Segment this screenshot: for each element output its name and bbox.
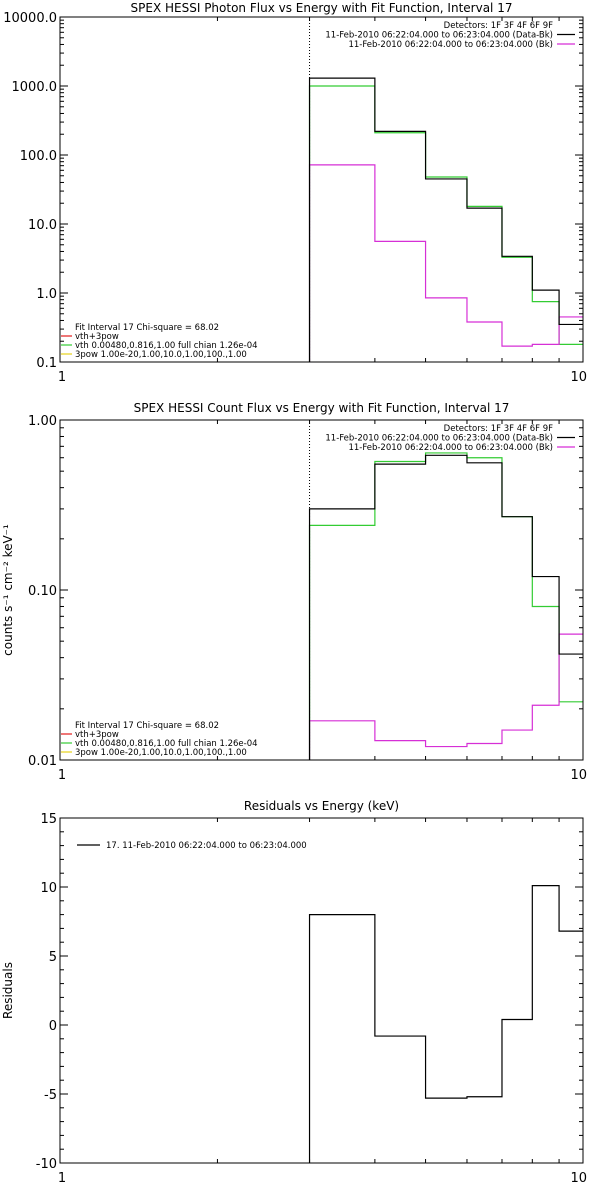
fit-line: vth 0.00480,0.816,1.00 full chian 1.26e-… <box>75 739 258 749</box>
axis-ticks <box>59 16 584 363</box>
y-axis-label: Residuals <box>1 962 15 1019</box>
header-line: Detectors: 1F 3F 4F 6F 9F <box>444 424 553 434</box>
x-tick-label: 10 <box>570 1171 587 1186</box>
axis-ticks <box>59 817 584 1164</box>
fit-line: vth 0.00480,0.816,1.00 full chian 1.26e-… <box>75 341 258 351</box>
x-tick-label: 1 <box>58 1171 66 1186</box>
header-line: 11-Feb-2010 06:22:04.000 to 06:23:04.000… <box>325 434 553 444</box>
fit-line: Fit Interval 17 Chi-square = 68.02 <box>75 721 219 731</box>
series-line <box>308 633 583 760</box>
plot-area <box>308 885 583 1163</box>
fit-line: 3pow 1.00e-20,1.00,10.0,1.00,100.,1.00 <box>75 748 247 758</box>
y-tick-label: 10.0 <box>28 218 57 233</box>
y-tick-label: 5 <box>49 950 57 965</box>
y-tick-label: 10 <box>40 881 57 896</box>
legend-label: 17. 11-Feb-2010 06:22:04.000 to 06:23:04… <box>106 841 307 851</box>
y-tick-label: 0.10 <box>28 584 57 599</box>
panel-1: SPEX HESSI Photon Flux vs Energy with Fi… <box>3 1 587 385</box>
series-line <box>308 454 583 760</box>
series-line <box>308 164 583 362</box>
y-tick-label: 0.01 <box>28 754 57 769</box>
y-tick-label: 100.0 <box>20 149 57 164</box>
axis-ticks <box>59 419 584 761</box>
panel-3: Residuals vs Energy (keV) 1 10 -10 -5 0 5 10 15 R… <box>1 799 587 1186</box>
fit-line: 3pow 1.00e-20,1.00,10.0,1.00,100.,1.00 <box>75 350 247 360</box>
chart-title: Residuals vs Energy (keV) <box>244 799 399 813</box>
y-axis-label: counts s⁻¹ cm⁻² keV⁻¹ <box>1 524 15 656</box>
y-tick-label: 0.1 <box>36 356 57 371</box>
x-tick-label: 1 <box>58 370 66 385</box>
series-line <box>308 77 583 362</box>
series-line <box>308 885 583 1163</box>
y-tick-label: -5 <box>44 1088 57 1103</box>
y-tick-label: -10 <box>36 1157 57 1172</box>
plot-area <box>308 77 583 362</box>
x-tick-label: 10 <box>570 768 587 783</box>
plot-frame <box>59 817 584 1164</box>
y-tick-label: 15 <box>40 812 57 827</box>
header-line: 11-Feb-2010 06:22:04.000 to 06:23:04.000… <box>348 40 553 50</box>
plot-area <box>308 452 583 760</box>
series-line <box>308 85 583 362</box>
fit-line: vth+3pow <box>75 730 119 740</box>
fit-line: Fit Interval 17 Chi-square = 68.02 <box>75 323 219 333</box>
x-tick-label: 1 <box>58 768 66 783</box>
chart-title: SPEX HESSI Count Flux vs Energy with Fit… <box>134 401 510 415</box>
fit-line: vth+3pow <box>75 332 119 342</box>
panel-2: SPEX HESSI Count Flux vs Energy with Fit… <box>1 401 587 783</box>
plot-frame <box>59 419 584 761</box>
x-tick-label: 10 <box>570 370 587 385</box>
header-line: Detectors: 1F 3F 4F 6F 9F <box>444 21 553 31</box>
chart-title: SPEX HESSI Photon Flux vs Energy with Fi… <box>131 1 513 15</box>
y-tick-label: 1000.0 <box>12 80 58 95</box>
y-tick-label: 1.00 <box>28 414 57 429</box>
y-tick-label: 0 <box>49 1019 57 1034</box>
y-tick-label: 1.0 <box>36 287 57 302</box>
header-line: 11-Feb-2010 06:22:04.000 to 06:23:04.000… <box>348 443 553 453</box>
header-line: 11-Feb-2010 06:22:04.000 to 06:23:04.000… <box>325 31 553 41</box>
plot-frame <box>59 16 584 363</box>
y-tick-label: 10000.0 <box>3 11 57 26</box>
